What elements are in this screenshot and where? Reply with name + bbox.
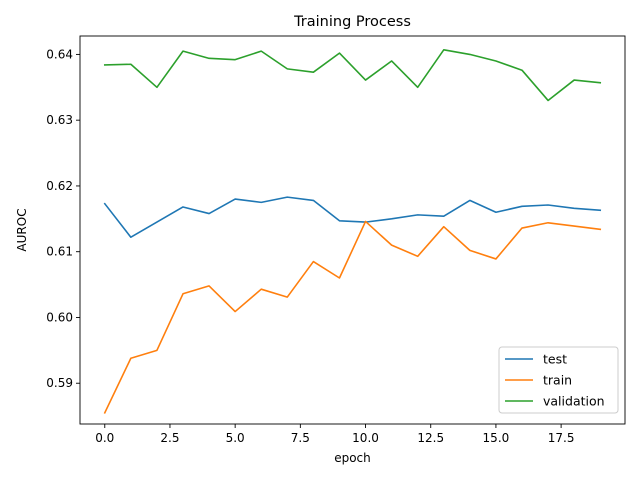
- y-tick-label: 0.63: [46, 113, 73, 127]
- x-axis-label: epoch: [334, 451, 371, 465]
- y-tick-label: 0.60: [46, 310, 73, 324]
- series-line-train: [103, 220, 602, 414]
- plot-area: [79, 35, 626, 425]
- x-tick-label: 17.5: [548, 431, 575, 445]
- x-tick-label: 0.0: [95, 431, 114, 445]
- y-axis-label: AUROC: [15, 208, 29, 251]
- series-line-validation: [103, 49, 602, 102]
- series-line-test: [103, 196, 602, 239]
- legend-label-test: test: [543, 352, 567, 367]
- y-tick-label: 0.62: [46, 179, 73, 193]
- chart-title: Training Process: [293, 14, 411, 30]
- y-tick-label: 0.59: [46, 376, 73, 390]
- y-tick-label: 0.64: [46, 47, 73, 61]
- y-axis: 0.59 0.60 0.61 0.62 0.63 0.64: [46, 47, 80, 390]
- x-tick-label: 15.0: [483, 431, 510, 445]
- x-tick-label: 7.5: [291, 431, 310, 445]
- legend: test train validation: [498, 346, 619, 414]
- x-tick-label: 2.5: [160, 431, 179, 445]
- x-tick-label: 10.0: [352, 431, 379, 445]
- x-axis: 0.0 2.5 5.0 7.5 10.0 12.5 15.0 17.5: [95, 424, 574, 445]
- legend-label-validation: validation: [543, 394, 605, 409]
- x-tick-label: 5.0: [226, 431, 245, 445]
- y-tick-label: 0.61: [46, 245, 73, 259]
- legend-box: [498, 346, 619, 414]
- legend-label-train: train: [543, 373, 572, 388]
- plot-frame: [79, 35, 626, 425]
- x-tick-label: 12.5: [417, 431, 444, 445]
